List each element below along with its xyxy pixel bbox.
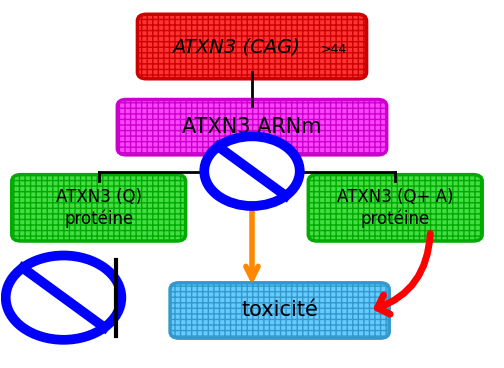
Text: ATXN3 (CAG): ATXN3 (CAG) xyxy=(172,37,300,56)
FancyBboxPatch shape xyxy=(12,175,185,241)
FancyBboxPatch shape xyxy=(308,175,482,241)
Text: ATXN3 ARNm: ATXN3 ARNm xyxy=(182,117,322,137)
Text: ATXN3 (Q+ A)
protéine: ATXN3 (Q+ A) protéine xyxy=(337,188,454,227)
Text: >44: >44 xyxy=(321,43,347,56)
Circle shape xyxy=(204,136,300,206)
FancyArrowPatch shape xyxy=(377,234,430,314)
FancyBboxPatch shape xyxy=(170,283,389,338)
Circle shape xyxy=(6,255,121,340)
FancyBboxPatch shape xyxy=(117,99,387,155)
FancyBboxPatch shape xyxy=(138,14,366,79)
Text: toxicité: toxicité xyxy=(241,301,318,321)
Text: ATXN3 (Q)
protéine: ATXN3 (Q) protéine xyxy=(56,188,142,227)
